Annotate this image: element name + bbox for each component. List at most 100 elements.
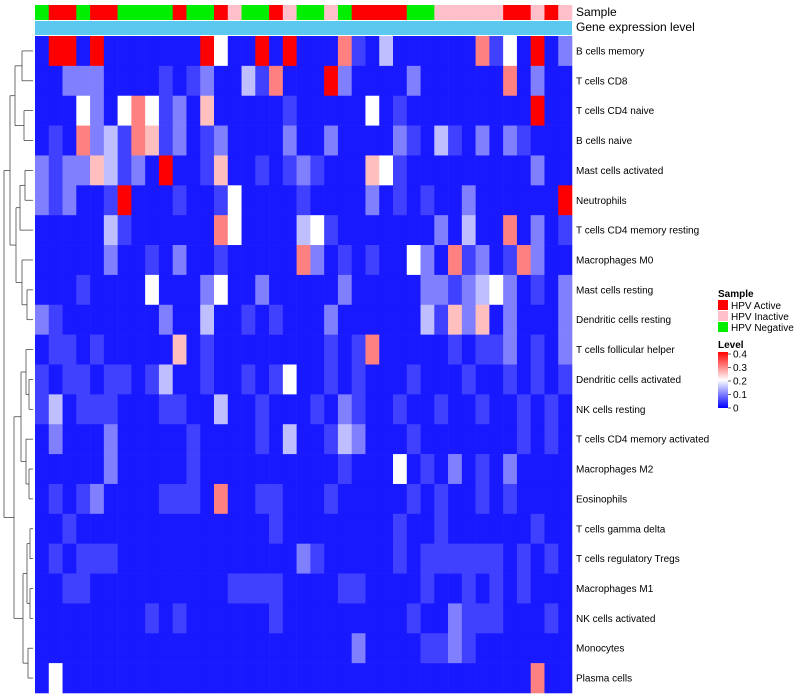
heatmap-cell: [324, 394, 339, 425]
heatmap-cell: [393, 543, 408, 574]
heatmap-cell: [269, 394, 284, 425]
heatmap-cell: [406, 513, 421, 544]
heatmap-cell: [544, 543, 559, 574]
heatmap-cell: [434, 603, 449, 634]
heatmap-cell: [516, 245, 531, 276]
heatmap-cell: [62, 573, 77, 604]
heatmap-cell: [503, 36, 518, 67]
heatmap-cell: [62, 394, 77, 425]
heatmap-cell: [255, 543, 270, 574]
sample-annotation-cell: [90, 5, 105, 20]
heatmap-cell: [214, 215, 229, 246]
heatmap-cell: [282, 513, 297, 544]
heatmap-cell: [214, 95, 229, 126]
heatmap-cell: [90, 513, 105, 544]
heatmap-cell: [158, 483, 173, 515]
sample-annotation-cell: [558, 5, 573, 20]
heatmap-cell: [214, 424, 229, 455]
heatmap-cell: [255, 274, 270, 306]
heatmap-cell: [200, 274, 215, 306]
heatmap-cell: [530, 274, 545, 306]
heatmap-cell: [282, 454, 297, 485]
sample-annotation-label: Sample: [576, 5, 617, 19]
heatmap-cell: [62, 65, 77, 97]
heatmap-cell: [393, 424, 408, 455]
heatmap-cell: [379, 394, 394, 425]
heatmap-cell: [255, 424, 270, 455]
heatmap-cell: [296, 334, 311, 365]
heatmap-cell: [393, 155, 408, 186]
heatmap-cell: [489, 424, 504, 455]
heatmap-cell: [516, 483, 531, 515]
heatmap-cell: [296, 454, 311, 485]
heatmap-cell: [516, 36, 531, 67]
heatmap-cell: [103, 274, 118, 306]
heatmap-cell: [434, 65, 449, 97]
heatmap-cell: [461, 155, 476, 186]
heatmap-cell: [448, 245, 463, 276]
heatmap-cell: [516, 65, 531, 97]
heatmap-cell: [158, 125, 173, 156]
heatmap-cell: [516, 155, 531, 186]
heatmap-cell: [227, 185, 242, 216]
row-label: T cells gamma delta: [576, 524, 666, 535]
heatmap-cell: [117, 633, 132, 664]
heatmap-cell: [544, 274, 559, 306]
heatmap-cell: [420, 65, 435, 97]
heatmap-cell: [393, 454, 408, 485]
heatmap-cell: [131, 394, 146, 425]
heatmap-cell: [76, 513, 91, 544]
sample-legend-label: HPV Inactive: [731, 312, 789, 323]
heatmap-cell: [282, 394, 297, 425]
heatmap-cell: [200, 155, 215, 186]
heatmap-cell: [351, 424, 366, 455]
heatmap-cell: [48, 185, 63, 216]
heatmap-cell: [145, 513, 160, 544]
heatmap-cell: [76, 155, 91, 186]
heatmap-cell: [406, 573, 421, 604]
level-tick-label: 0.4: [733, 350, 747, 361]
heatmap-cell: [76, 663, 91, 694]
row-label: B cells memory: [576, 46, 644, 57]
heatmap-cell: [544, 454, 559, 485]
sample-legend-label: HPV Active: [731, 301, 781, 312]
heatmap-cell: [35, 334, 50, 365]
heatmap-cell: [131, 304, 146, 335]
heatmap-cell: [158, 215, 173, 246]
heatmap-cell: [503, 454, 518, 485]
heatmap-cell: [158, 304, 173, 335]
heatmap-cell: [530, 334, 545, 365]
heatmap-cell: [530, 543, 545, 574]
heatmap-cell: [379, 513, 394, 544]
heatmap-cell: [62, 95, 77, 126]
level-tick-label: 0.2: [733, 377, 747, 388]
heatmap-cell: [90, 633, 105, 664]
heatmap-cell: [337, 215, 352, 246]
heatmap-cell: [48, 573, 63, 604]
heatmap-cell: [200, 245, 215, 276]
heatmap-cell: [76, 36, 91, 67]
row-label: Macrophages M2: [576, 465, 654, 476]
heatmap-cell: [406, 245, 421, 276]
heatmap-cell: [516, 454, 531, 485]
heatmap-cell: [296, 304, 311, 335]
heatmap-cell: [48, 603, 63, 634]
heatmap-cell: [269, 334, 284, 365]
heatmap-cell: [282, 215, 297, 246]
heatmap-cell: [434, 125, 449, 156]
heatmap-cell: [131, 334, 146, 365]
sample-annotation-cell: [448, 5, 463, 20]
heatmap-cell: [489, 603, 504, 634]
heatmap-cell: [351, 364, 366, 395]
heatmap-cell: [62, 36, 77, 67]
heatmap-cell: [337, 65, 352, 97]
heatmap-cell: [48, 304, 63, 335]
heatmap-cell: [296, 424, 311, 455]
heatmap-cell: [200, 95, 215, 126]
row-label: T cells CD4 memory resting: [576, 226, 699, 237]
heatmap-cell: [255, 334, 270, 365]
heatmap-cell: [48, 95, 63, 126]
heatmap-cell: [544, 36, 559, 67]
heatmap-cell: [131, 215, 146, 246]
heatmap-cell: [296, 543, 311, 574]
